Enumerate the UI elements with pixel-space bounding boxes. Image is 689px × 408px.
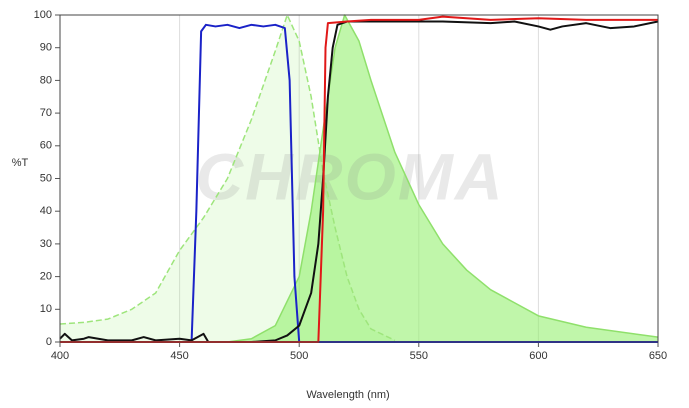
watermark: CHROMA [196, 139, 505, 213]
x-tick-label: 650 [649, 350, 667, 362]
y-tick-label: 20 [40, 271, 52, 283]
series-line [227, 14, 659, 343]
x-tick-label: 600 [529, 350, 547, 362]
y-tick-label: 10 [40, 303, 52, 315]
x-tick-label: 550 [410, 350, 428, 362]
y-tick-label: 30 [40, 238, 52, 250]
y-tick-label: 60 [40, 140, 52, 152]
series-line [59, 14, 396, 342]
y-tick-label: 50 [40, 172, 52, 184]
x-tick-label: 500 [290, 350, 308, 362]
series-line [60, 15, 658, 343]
plot-frame [59, 14, 659, 343]
y-tick-label: 0 [46, 336, 52, 348]
y-tick-label: 90 [40, 42, 52, 54]
y-tick-label: 100 [34, 9, 52, 21]
series-line [60, 23, 658, 343]
area [227, 15, 658, 342]
y-axis-label: %T [12, 157, 29, 169]
series-line [59, 20, 659, 343]
y-tick-label: 80 [40, 74, 52, 86]
y-tick-label: 70 [40, 107, 52, 119]
y-tick-label: 40 [40, 205, 52, 217]
x-axis-label: Wavelength (nm) [306, 389, 389, 401]
x-tick-label: 400 [51, 350, 69, 362]
x-tick-label: 450 [170, 350, 188, 362]
